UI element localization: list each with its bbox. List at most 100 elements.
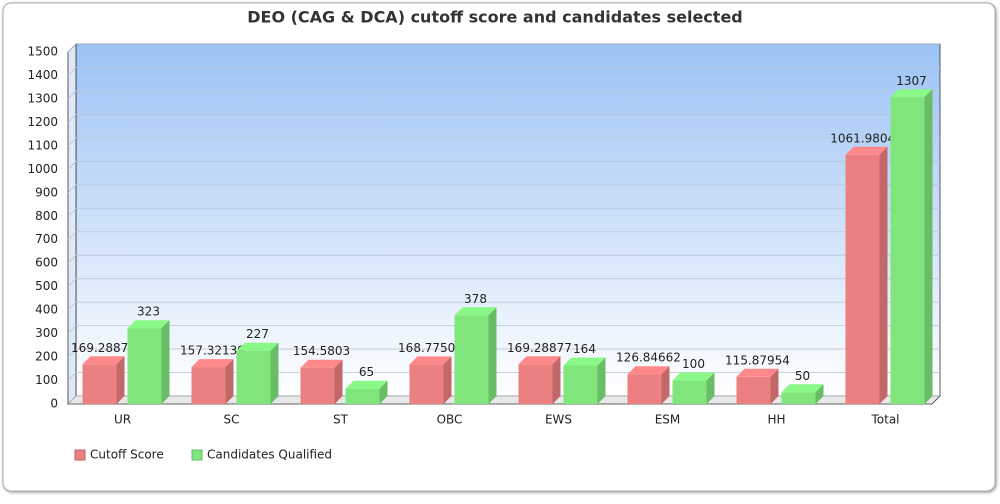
- y-tick-label: 1500: [27, 45, 58, 59]
- y-tick-label: 800: [35, 209, 58, 223]
- bar: [236, 342, 279, 404]
- legend-label: Cutoff Score: [90, 448, 164, 462]
- bar-side: [488, 307, 497, 404]
- bar: [518, 356, 561, 404]
- x-tick-label: HH: [767, 413, 785, 427]
- bar-top: [736, 368, 779, 377]
- bar-front: [736, 376, 771, 404]
- bar-front: [300, 367, 335, 404]
- bar-front: [672, 380, 707, 404]
- bar: [300, 359, 343, 404]
- bar-front: [127, 328, 162, 404]
- y-tick-label: 300: [35, 326, 58, 340]
- y-tick-label: 700: [35, 232, 58, 246]
- y-tick-label: 1300: [27, 91, 58, 105]
- bar-side: [334, 359, 343, 404]
- bar-side: [161, 320, 170, 404]
- x-tick-label: UR: [114, 413, 131, 427]
- grid-line: [67, 160, 940, 170]
- bar-front: [781, 392, 816, 404]
- value-label: 115.87954: [725, 353, 790, 367]
- grid-line: [67, 348, 940, 358]
- bar-side: [706, 372, 715, 404]
- value-label: 154.5803: [293, 344, 350, 358]
- grid-line: [67, 184, 940, 194]
- value-label: 164: [573, 342, 596, 356]
- y-tick-label: 500: [35, 279, 58, 293]
- bar-top: [300, 359, 343, 368]
- grid-line: [67, 90, 940, 100]
- bar: [890, 89, 933, 405]
- bar: [345, 380, 388, 404]
- grid-line: [67, 254, 940, 264]
- plot-background: [75, 43, 941, 397]
- bar-top: [890, 89, 933, 98]
- bar: [781, 384, 824, 404]
- bar: [191, 359, 234, 404]
- bar-side: [270, 342, 279, 404]
- grid-line: [67, 231, 940, 241]
- bar-top: [409, 356, 452, 365]
- value-label: 65: [359, 365, 374, 379]
- bar-front: [236, 350, 271, 404]
- bar-side: [597, 357, 606, 404]
- bar-top: [82, 356, 125, 365]
- bar-top: [454, 307, 497, 316]
- grid-line: [67, 137, 940, 147]
- value-label: 168.77506: [398, 341, 463, 355]
- value-label: 50: [795, 369, 810, 383]
- x-tick-label: ST: [333, 413, 349, 427]
- bar-front: [845, 154, 880, 404]
- bar-side: [443, 356, 452, 404]
- chart-title: DEO (CAG & DCA) cutoff score and candida…: [247, 8, 743, 27]
- bar-top: [672, 372, 715, 381]
- bar: [454, 307, 497, 404]
- bar-side: [924, 89, 933, 405]
- bar-top: [518, 356, 561, 365]
- bar: [127, 320, 170, 404]
- bar: [82, 356, 125, 404]
- bar-top: [627, 366, 670, 375]
- bar-top: [781, 384, 824, 393]
- value-label: 157.32139: [180, 344, 245, 358]
- y-tick-label: 0: [50, 397, 58, 411]
- grid-line: [67, 301, 940, 311]
- grid-line: [67, 325, 940, 334]
- y-tick-label: 200: [35, 350, 58, 364]
- y-tick-label: 1000: [27, 162, 58, 176]
- bar-front: [345, 388, 380, 404]
- x-tick-label: SC: [224, 413, 240, 427]
- bar-top: [127, 320, 170, 329]
- y-tick-label: 100: [35, 373, 58, 387]
- bar-side: [116, 356, 125, 404]
- y-tick-label: 1200: [27, 115, 58, 129]
- bar-side: [815, 384, 824, 404]
- bar: [627, 366, 670, 404]
- x-tick-label: Total: [870, 413, 899, 427]
- bar-front: [627, 374, 662, 404]
- y-tick-label: 1400: [27, 68, 58, 82]
- value-label: 169.28877: [71, 341, 136, 355]
- value-label: 1307: [896, 74, 927, 88]
- value-label: 169.28877: [507, 341, 572, 355]
- bar-top: [236, 342, 279, 351]
- grid-line: [67, 207, 940, 217]
- value-label: 126.84662: [616, 351, 681, 365]
- value-label: 323: [137, 305, 160, 319]
- legend-label: Candidates Qualified: [207, 448, 332, 462]
- y-tick-label: 400: [35, 303, 58, 317]
- value-label: 100: [682, 357, 705, 371]
- bar-side: [552, 356, 561, 404]
- x-tick-label: EWS: [545, 413, 572, 427]
- value-label: 378: [464, 292, 487, 306]
- bar: [563, 357, 606, 404]
- bar-front: [409, 364, 444, 404]
- x-tick-label: OBC: [437, 413, 463, 427]
- legend-swatch: [191, 449, 203, 461]
- bar-front: [563, 365, 598, 404]
- bar: [736, 368, 779, 404]
- bar-side: [225, 359, 234, 404]
- grid-line: [67, 114, 940, 123]
